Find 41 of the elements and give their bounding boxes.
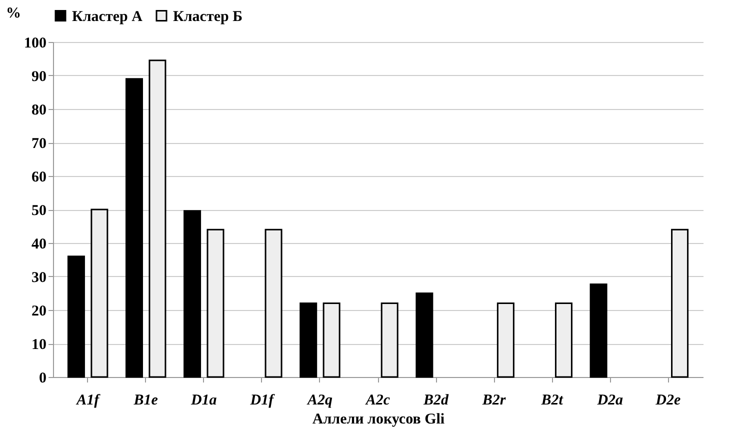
legend-label: Кластер Б (173, 8, 243, 25)
y-tick-label: 60 (32, 170, 46, 186)
y-tick-label: 90 (32, 69, 46, 85)
y-tick-label: 10 (32, 337, 46, 353)
y-tick-label: 80 (32, 102, 46, 118)
x-tick-label: D2e (654, 392, 682, 408)
bar (554, 302, 572, 378)
bar (206, 228, 224, 378)
x-tick-label: A1f (76, 392, 102, 408)
bar (380, 302, 398, 378)
x-tick-label: D1a (190, 392, 218, 408)
y-tick-label: 70 (32, 136, 46, 152)
bar (90, 208, 108, 378)
bar (671, 228, 689, 378)
bar (184, 210, 202, 378)
legend-label: Кластер А (72, 8, 143, 25)
x-tick-label: B2t (540, 392, 564, 408)
y-tick-label: 20 (32, 304, 46, 320)
x-tick-label: B1e (132, 392, 158, 408)
x-tick-label: B2r (481, 392, 506, 408)
bar (67, 256, 85, 378)
bar (496, 302, 514, 378)
x-axis-title: Аллели локусов Gli (312, 412, 445, 428)
y-axis-title: % (6, 6, 21, 22)
x-tick-label: D1f (249, 392, 276, 408)
bar (264, 228, 282, 378)
y-tick-label: 40 (32, 236, 46, 252)
y-tick-label: 30 (32, 270, 46, 286)
bar (126, 78, 143, 378)
bar (590, 283, 608, 378)
bar (416, 292, 434, 378)
x-tick-label: A2q (306, 392, 333, 408)
bar (148, 60, 166, 378)
bar (322, 302, 340, 378)
bar (300, 302, 318, 378)
x-tick-label: B2d (422, 392, 450, 408)
y-tick-label: 0 (39, 370, 46, 386)
y-tick-label: 100 (24, 36, 46, 52)
x-tick-label: A2c (364, 392, 390, 408)
y-tick-label: 50 (32, 203, 46, 219)
x-tick-label: D2a (596, 392, 624, 408)
